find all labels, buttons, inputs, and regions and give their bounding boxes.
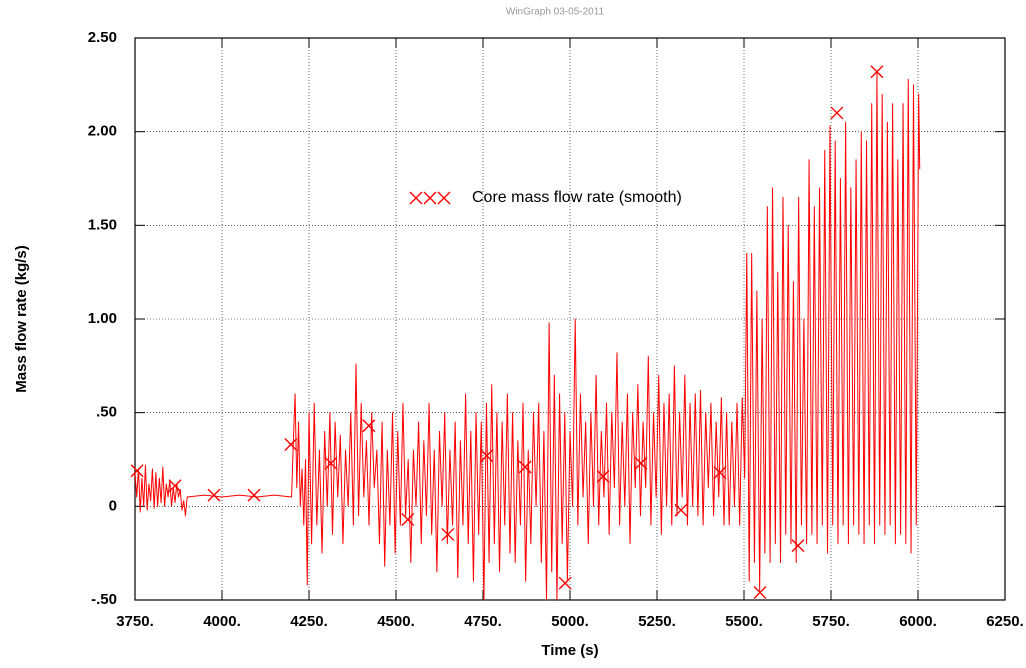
- data-marker: [674, 503, 688, 517]
- legend-symbol: [437, 191, 451, 205]
- y-tick-label: 1.50: [88, 216, 117, 233]
- x-tick-label: 3750.: [116, 613, 154, 630]
- x-tick-label: 4250.: [290, 613, 328, 630]
- data-marker: [870, 65, 884, 79]
- legend-label: Core mass flow rate (smooth): [472, 189, 682, 206]
- x-tick-label: 5750.: [812, 613, 850, 630]
- y-tick-label: 0: [109, 497, 117, 514]
- data-marker: [441, 527, 455, 541]
- plot-frame: [134, 37, 1006, 601]
- data-marker: [168, 479, 182, 493]
- data-marker: [713, 466, 727, 480]
- data-line: [134, 71, 921, 601]
- data-marker: [558, 576, 572, 590]
- x-tick-label: 6000.: [899, 613, 937, 630]
- data-marker: [247, 488, 261, 502]
- legend-symbol: [409, 191, 423, 205]
- data-marker: [480, 449, 494, 463]
- y-tick-label: 1.00: [88, 310, 117, 327]
- data-marker: [518, 460, 532, 474]
- data-marker: [753, 586, 767, 600]
- data-marker: [830, 106, 844, 120]
- y-tick-label: -.50: [91, 591, 117, 608]
- x-tick-label: 4500.: [377, 613, 415, 630]
- data-marker: [596, 469, 610, 483]
- x-tick-label: 4750.: [464, 613, 502, 630]
- x-tick-label: 6250.: [986, 613, 1024, 630]
- legend-symbol: [423, 191, 437, 205]
- x-tick-label: 5000.: [551, 613, 589, 630]
- data-marker: [791, 539, 805, 553]
- data-marker: [324, 456, 338, 470]
- x-axis-title: Time (s): [541, 642, 598, 659]
- chart-subtitle: WinGraph 03-05-2011: [506, 7, 605, 18]
- y-tick-label: 2.50: [88, 29, 117, 46]
- x-tick-label: 5250.: [638, 613, 676, 630]
- data-marker: [401, 512, 415, 526]
- x-tick-label: 5500.: [725, 613, 763, 630]
- x-tick-label: 4000.: [203, 613, 241, 630]
- y-axis-title: Mass flow rate (kg/s): [13, 245, 30, 393]
- y-tick-label: .50: [96, 404, 117, 421]
- data-marker: [362, 419, 376, 433]
- y-tick-label: 2.00: [88, 123, 117, 140]
- data-marker: [130, 464, 144, 478]
- data-marker: [207, 488, 221, 502]
- data-marker: [284, 438, 298, 452]
- data-marker: [634, 456, 648, 470]
